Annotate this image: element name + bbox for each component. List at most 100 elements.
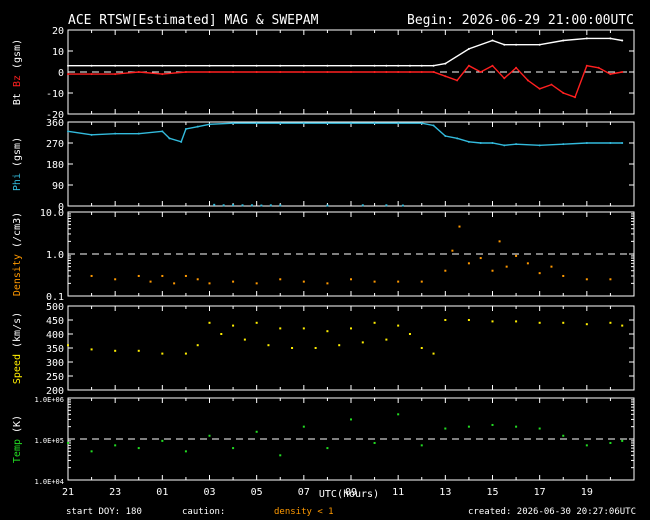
data-point-bt <box>621 39 624 42</box>
data-point-bt <box>515 43 518 46</box>
data-point-temp <box>621 439 624 442</box>
data-point-speed <box>291 347 294 349</box>
y-axis-label-part: Bz <box>12 75 23 93</box>
data-point-bz <box>574 96 577 99</box>
series-speed <box>67 319 624 355</box>
data-point-density <box>505 265 508 268</box>
data-point-bz <box>302 71 305 73</box>
y-axis-label-part: (/cm3) <box>12 212 23 254</box>
data-point-temp <box>420 444 423 447</box>
series-temp <box>67 413 624 457</box>
y-tick-label-temp: 1.0E+06 <box>34 396 64 404</box>
data-point-speed <box>326 330 329 333</box>
data-point-phi <box>609 142 612 144</box>
data-point-bz <box>585 64 588 67</box>
data-point-density <box>451 249 454 252</box>
data-point-bz <box>161 73 164 76</box>
created-time: created: 2026-06-30 20:27:06UTC <box>468 507 636 517</box>
data-point-bt <box>491 39 494 42</box>
data-point-bz <box>373 71 376 73</box>
data-point-bz <box>562 92 565 94</box>
data-point-temp <box>491 423 494 426</box>
data-point-density <box>467 262 470 265</box>
data-point-bt <box>208 64 211 67</box>
data-point-density <box>173 282 176 285</box>
data-point-density <box>255 282 258 285</box>
data-point-bt <box>385 64 388 67</box>
data-point-bt <box>326 64 329 67</box>
data-point-bz <box>137 71 140 73</box>
data-point-phi_low <box>279 204 282 207</box>
y-tick-label-speed: 350 <box>46 344 64 355</box>
y-tick-label-density: 1.0 <box>46 250 64 261</box>
data-point-speed <box>361 341 364 344</box>
data-point-density <box>184 274 187 277</box>
y-axis-label-part: Speed <box>12 354 23 384</box>
data-point-bt <box>373 64 376 67</box>
data-point-phi <box>479 142 482 144</box>
x-tick-label: 13 <box>439 487 451 498</box>
data-point-speed <box>538 321 541 324</box>
data-point-speed <box>420 347 423 349</box>
y-tick-label-density: 10.0 <box>40 208 64 219</box>
data-point-bt <box>255 64 258 67</box>
data-point-phi <box>137 132 140 135</box>
data-point-temp <box>67 441 69 444</box>
y-axis-label-part: Density <box>12 254 23 296</box>
chart-panels: -20 -10 0 10 20 Bt Bz (gsm) 0 90 180 270 360 Phi (g… <box>12 26 635 486</box>
data-point-phi <box>444 135 447 137</box>
data-point-phi <box>326 122 329 125</box>
data-point-bz <box>279 71 282 73</box>
data-point-bt <box>397 64 400 67</box>
data-point-density <box>302 280 305 283</box>
data-point-bt <box>232 64 235 67</box>
data-point-bz <box>467 64 470 67</box>
data-point-bt <box>408 64 411 67</box>
data-point-bt <box>279 64 282 67</box>
data-point-bz <box>456 79 459 82</box>
data-point-bz <box>90 73 93 76</box>
data-point-bz <box>67 73 69 76</box>
data-point-phi_low <box>269 204 272 207</box>
panel-speed: 200 250 300 350 400 450 500 Speed (km/s) <box>12 302 635 397</box>
data-point-phi <box>255 122 258 125</box>
data-point-temp <box>397 413 400 416</box>
series-phi <box>67 122 624 147</box>
y-tick-label-mag: 0 <box>58 68 64 79</box>
data-point-phi <box>515 143 518 146</box>
data-point-phi <box>420 122 423 125</box>
data-point-phi <box>161 130 164 133</box>
data-point-phi_low <box>326 204 329 207</box>
data-point-speed <box>90 348 93 351</box>
data-point-speed <box>585 323 588 326</box>
data-point-speed <box>338 344 341 347</box>
series-line-phi <box>67 122 623 147</box>
data-point-speed <box>467 319 470 321</box>
data-point-phi <box>180 140 183 143</box>
data-point-density <box>326 282 329 285</box>
data-point-phi <box>621 142 624 144</box>
y-axis-label-part: Temp <box>12 439 23 463</box>
series-phi_low <box>213 203 404 207</box>
data-point-phi <box>373 122 376 125</box>
data-point-bt <box>432 64 435 67</box>
data-point-phi <box>279 122 282 125</box>
data-point-bt <box>420 64 423 67</box>
data-point-bz <box>420 71 423 73</box>
begin-time: Begin: 2026-06-29 21:00:00UTC <box>407 13 634 28</box>
data-point-bt <box>585 37 588 40</box>
data-point-phi <box>196 125 199 128</box>
data-point-speed <box>373 321 376 324</box>
y-axis-label-part: (gsm) <box>12 137 23 173</box>
data-point-density <box>373 280 376 283</box>
data-point-bz <box>326 71 329 73</box>
data-point-bt <box>538 43 541 46</box>
data-point-temp <box>255 430 258 433</box>
panel-phi: 0 90 180 270 360 Phi (gsm) <box>12 118 635 213</box>
data-point-density <box>479 257 482 260</box>
data-point-speed <box>196 344 199 347</box>
data-point-bz <box>479 71 482 73</box>
data-point-temp <box>444 427 447 430</box>
data-point-density <box>444 269 447 272</box>
panel-mag: -20 -10 0 10 20 Bt Bz (gsm) <box>12 26 635 121</box>
